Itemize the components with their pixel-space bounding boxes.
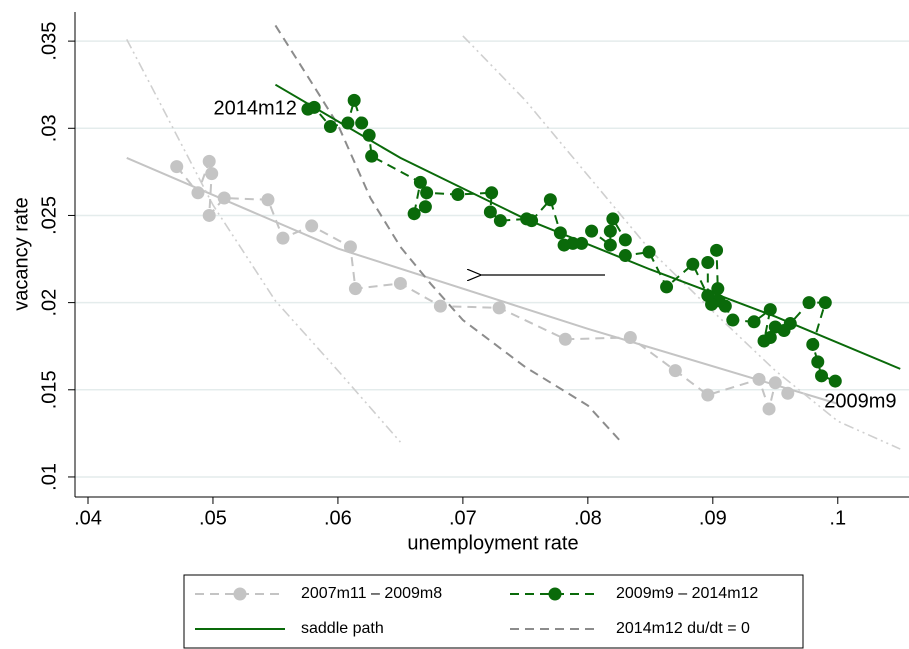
y-axis-title: vacancy rate: [10, 197, 32, 310]
data-point: [701, 388, 715, 402]
legend-label: 2014m12 du/dt = 0: [616, 620, 750, 637]
data-point: [355, 116, 369, 130]
data-point: [781, 386, 795, 400]
data-point: [642, 245, 656, 259]
y-tick-label: .01: [38, 463, 60, 491]
data-point: [768, 376, 782, 390]
legend-label: 2007m11 – 2009m8: [301, 585, 442, 602]
data-point: [660, 280, 674, 294]
data-point: [752, 372, 766, 386]
data-point: [557, 238, 571, 252]
data-point: [811, 355, 825, 369]
data-point: [606, 212, 620, 226]
data-point: [520, 212, 534, 226]
x-tick-label: .04: [74, 507, 102, 529]
data-point: [543, 193, 557, 207]
data-point: [558, 332, 572, 346]
series-line: [126, 38, 402, 443]
data-point: [492, 301, 506, 315]
data-point: [485, 186, 499, 200]
data-point: [710, 243, 724, 257]
data-point: [217, 191, 231, 205]
y-tick-label: .035: [38, 22, 60, 61]
data-point: [668, 364, 682, 378]
legend-marker: [548, 587, 562, 601]
data-point: [347, 93, 361, 107]
data-point: [362, 128, 376, 142]
data-point: [618, 249, 632, 263]
data-point: [618, 233, 632, 247]
legend-label: saddle path: [301, 620, 384, 637]
annotation: 2009m9: [824, 390, 896, 412]
data-point: [726, 313, 740, 327]
data-point: [418, 200, 432, 214]
annotation: 2014m12: [214, 97, 297, 119]
data-point: [451, 188, 465, 202]
data-point: [202, 154, 216, 168]
data-point: [757, 334, 771, 348]
y-tick-label: .02: [38, 289, 60, 317]
plot-area: [126, 24, 901, 450]
data-point: [365, 149, 379, 163]
data-point: [413, 175, 427, 189]
data-point: [768, 320, 782, 334]
data-point: [276, 231, 290, 245]
data-point: [170, 160, 184, 174]
data-point: [393, 276, 407, 290]
legend-box: [183, 574, 804, 649]
data-point: [348, 282, 362, 296]
data-point: [261, 193, 275, 207]
data-point: [806, 337, 820, 351]
y-tick-label: .03: [38, 114, 60, 142]
axes: .01 .015 .02 .025 .03 .035 .04 .05 .06 .07 .08 .09.…: [38, 22, 846, 530]
data-point: [623, 330, 637, 344]
data-point: [493, 214, 507, 228]
data-point: [205, 167, 219, 181]
data-point: [301, 102, 315, 116]
data-point: [763, 303, 777, 317]
data-point: [747, 315, 761, 329]
x-tick-label: .05: [199, 507, 227, 529]
x-tick-label: .06: [324, 507, 352, 529]
y-tick-label: .015: [38, 370, 60, 409]
data-point: [711, 282, 725, 296]
data-point: [483, 205, 497, 219]
data-point: [828, 374, 842, 388]
y-tick-label: .025: [38, 196, 60, 235]
data-point: [603, 224, 617, 238]
data-point: [603, 238, 617, 252]
legend: 2007m11 – 2009m8 2009m9 – 2014m12 saddle p…: [183, 574, 804, 649]
legend-marker: [233, 587, 247, 601]
data-point: [323, 120, 337, 134]
data-point: [818, 296, 832, 310]
data-point: [343, 240, 357, 254]
legend-label: 2009m9 – 2014m12: [616, 585, 758, 602]
x-tick-label: .07: [449, 507, 477, 529]
series-line: [462, 35, 901, 450]
data-point: [433, 299, 447, 313]
data-point: [762, 402, 776, 416]
data-point: [420, 186, 434, 200]
data-point: [341, 116, 355, 130]
data-point: [191, 186, 205, 200]
series-line: [175, 157, 789, 413]
series-line: [274, 24, 624, 445]
x-tick-label: .1: [829, 507, 846, 529]
data-point: [802, 296, 816, 310]
data-point: [585, 224, 599, 238]
data-point: [701, 289, 715, 303]
x-tick-label: .09: [699, 507, 727, 529]
x-axis-title: unemployment rate: [407, 532, 578, 554]
x-tick-label: .08: [574, 507, 602, 529]
data-point: [701, 256, 715, 270]
series-line: [126, 156, 839, 405]
data-point: [815, 369, 829, 383]
data-point: [407, 207, 421, 221]
data-point: [686, 257, 700, 271]
data-point: [202, 208, 216, 222]
data-point: [305, 219, 319, 233]
data-point: [553, 226, 567, 240]
